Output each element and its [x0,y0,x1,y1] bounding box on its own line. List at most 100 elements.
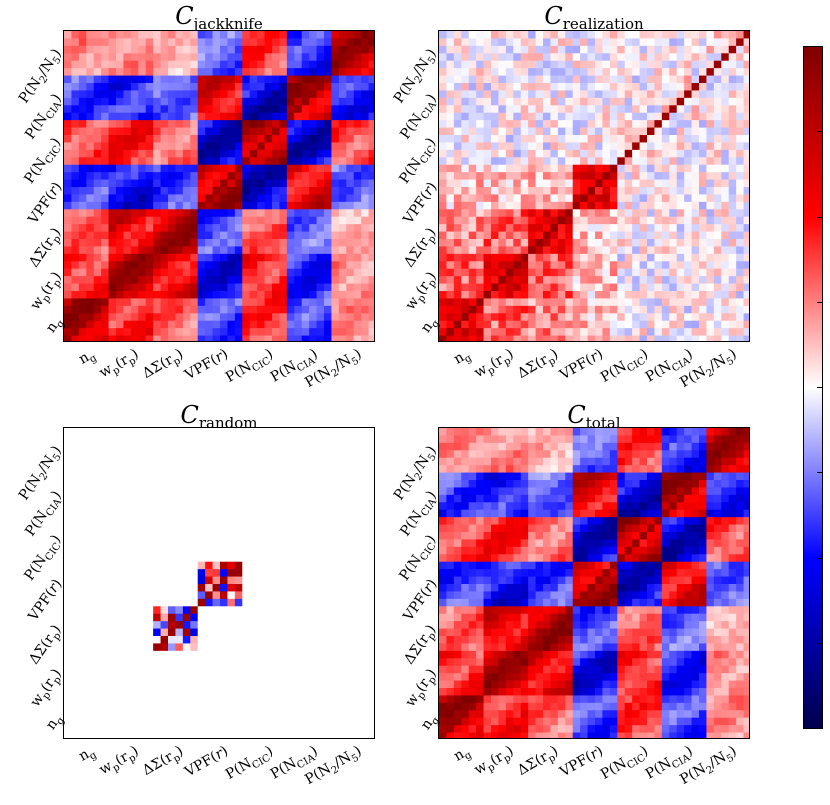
heatmap-cell [338,450,347,459]
heatmap-cell [138,465,147,474]
heatmap-cell [145,149,154,158]
heatmap-cell [728,291,737,299]
heatmap-cell [64,450,72,459]
heatmap-cell [249,157,258,166]
heatmap-cell [361,591,370,600]
heatmap-cell [617,45,626,54]
heatmap-cell [324,532,332,540]
heatmap-cell [543,60,551,69]
heatmap-cell [684,335,693,341]
heatmap-cell [331,60,340,69]
heatmap-cell [78,480,87,488]
heatmap-cell [639,268,648,277]
heatmap-cell [153,120,162,129]
heatmap-cell [249,435,258,444]
heatmap-cell [130,569,139,578]
heatmap-cell [691,31,700,39]
heatmap-cell [116,239,124,247]
heatmap-cell [535,261,544,270]
heatmap-cell [736,298,745,307]
heatmap-cell [138,231,147,240]
heatmap-cell [101,650,110,659]
heatmap-cell [676,112,685,121]
heatmap-cell [528,201,537,210]
heatmap-cell [220,172,228,181]
heatmap-cell [316,673,325,682]
heatmap-cell [706,216,715,225]
heatmap-cell [468,142,477,151]
heatmap-cell [272,231,280,240]
heatmap-cell [249,532,258,540]
heatmap-cell [602,90,611,99]
heatmap-cell [595,157,603,166]
heatmap-cell [453,157,462,166]
heatmap-cell [168,335,176,341]
heatmap-cell [286,120,295,129]
heatmap-cell [331,480,340,488]
heatmap-cell [175,90,184,99]
heatmap-cell [309,157,318,166]
heatmap-cell [227,60,236,69]
heatmap-cell [130,584,139,592]
heatmap-cell [602,216,611,225]
heatmap-cell [264,591,273,600]
heatmap-cell [743,305,749,314]
heatmap-cell [197,494,206,503]
heatmap-cell [190,97,199,106]
heatmap-cell [78,187,87,195]
heatmap-cell [138,328,147,337]
heatmap-cell [182,231,191,240]
heatmap-cell [286,584,295,592]
heatmap-cell [294,291,303,299]
heatmap-cell [220,472,228,481]
heatmap-cell [227,502,236,511]
heatmap-cell [71,628,80,637]
heatmap-cell [257,157,266,166]
heatmap-cell [86,621,95,630]
heatmap-cell [617,283,626,292]
heatmap-cell [286,38,295,47]
heatmap-cell [138,517,147,526]
heatmap-cell [476,276,485,285]
heatmap-cell [580,53,589,62]
heatmap-cell [439,53,447,62]
heatmap-cell [71,253,80,262]
heatmap-cell [316,60,325,69]
heatmap-cell [661,83,670,91]
heatmap-cell [639,83,648,91]
heatmap-cell [361,532,370,540]
heatmap-cell [257,472,266,481]
heatmap-cell [368,487,374,496]
heatmap-cell [227,68,236,77]
heatmap-cell [272,187,280,195]
heatmap-cell [64,68,72,77]
heatmap-cell [331,157,340,166]
heatmap-cell [175,335,184,341]
heatmap-cell [728,135,737,143]
heatmap-cell [227,584,236,592]
heatmap-cell [294,465,303,474]
heatmap-cell [361,335,370,341]
heatmap-cell [439,231,447,240]
heatmap-cell [153,112,162,121]
heatmap-cell [587,216,596,225]
heatmap-cell [212,517,221,526]
heatmap-cell [498,83,507,91]
heatmap-cell [190,90,199,99]
heatmap-cell [205,268,214,277]
heatmap-cell [279,539,288,548]
heatmap-cell [145,576,154,585]
heatmap-cell [595,261,603,270]
heatmap-cell [153,179,162,188]
heatmap-cell [190,105,199,114]
heatmap-cell [294,135,303,143]
heatmap-cell [476,187,485,195]
heatmap-cell [212,465,221,474]
heatmap-cell [101,149,110,158]
heatmap-cell [691,194,700,203]
heatmap-cell [368,97,374,106]
heatmap-cell [316,179,325,188]
heatmap-cell [116,628,124,637]
heatmap-cell [676,90,685,99]
heatmap-cell [324,494,332,503]
